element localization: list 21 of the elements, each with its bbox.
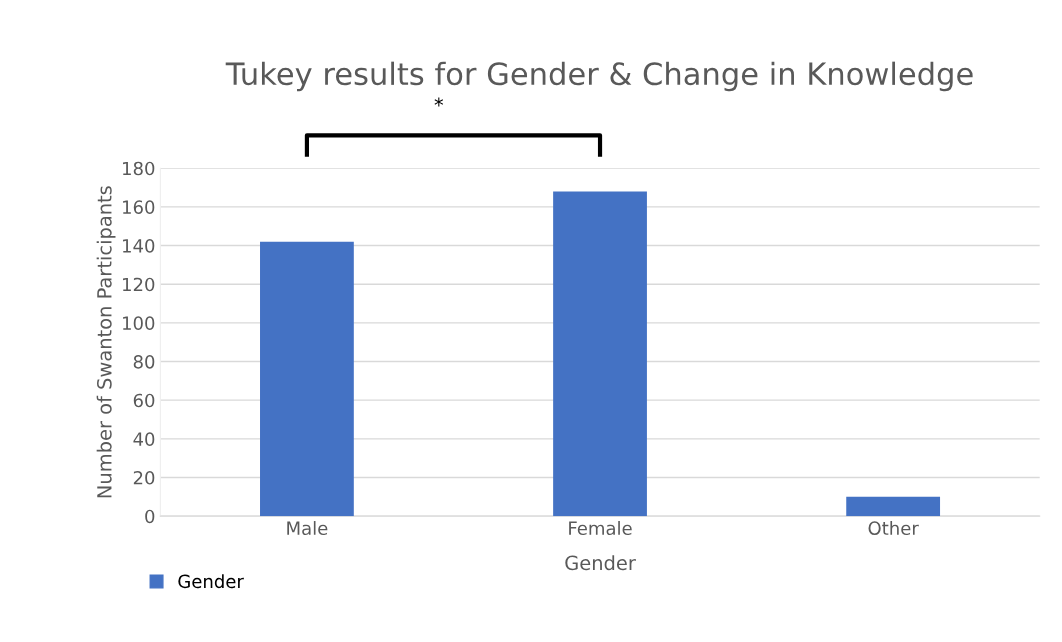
y-axis-title: Number of Swanton Participants (96, 186, 116, 498)
x-tick-label: Female (569, 521, 632, 536)
chart-title: Tukey results for Gender & Change in Knowledge (225, 61, 973, 92)
bar (260, 241, 354, 517)
y-tick-label: 80 (133, 354, 155, 369)
legend-label: Gender (178, 574, 244, 589)
bar (846, 496, 941, 517)
y-tick-label: 0 (145, 509, 155, 524)
y-tick-label: 100 (123, 316, 155, 330)
x-tick-label: Male (287, 521, 328, 536)
y-tick-label: 20 (133, 470, 155, 485)
y-tick-label: 60 (133, 393, 155, 408)
x-axis-title: Gender (565, 555, 636, 571)
text: * (434, 97, 444, 107)
y-tick-label: 160 (123, 200, 155, 214)
y-tick-label: 120 (123, 277, 155, 292)
x-tick-label: Other (868, 521, 919, 536)
y-tick-label: 140 (123, 238, 155, 253)
bar (553, 191, 647, 517)
y-tick-label: 40 (133, 432, 155, 446)
y-tick-label: 180 (123, 161, 155, 176)
